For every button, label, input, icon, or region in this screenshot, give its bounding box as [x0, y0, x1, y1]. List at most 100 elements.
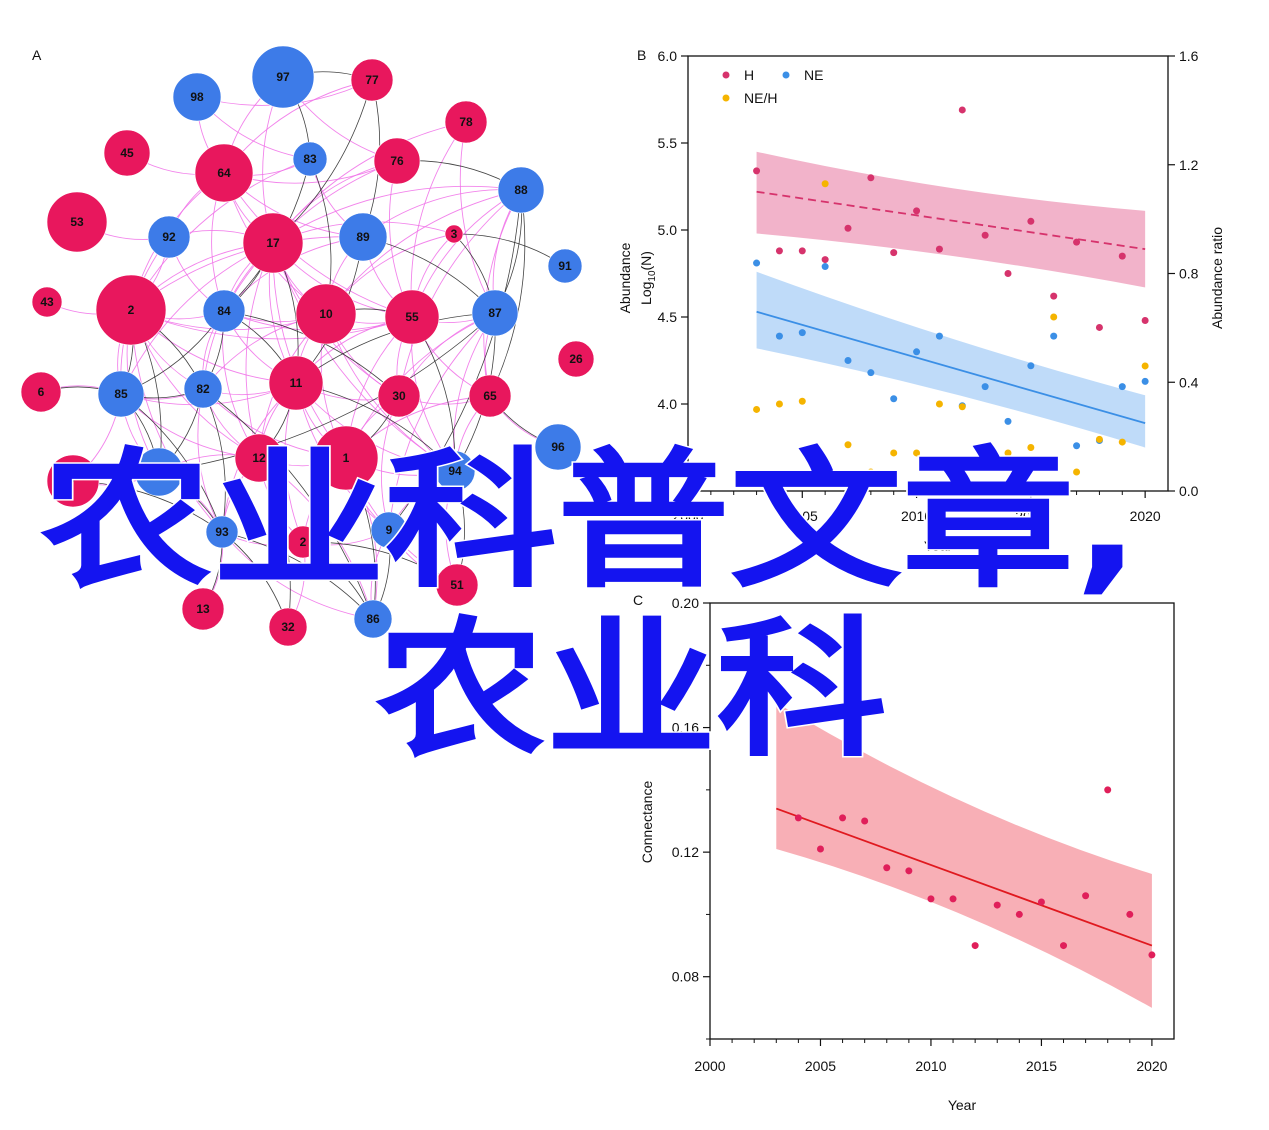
point-ne-h	[981, 460, 989, 468]
network-node-circle	[234, 433, 284, 483]
network-node-label: 82	[196, 382, 210, 396]
network-node-circle	[46, 454, 100, 508]
point-ne	[1118, 383, 1126, 391]
y-tick-label: 0.08	[672, 969, 699, 985]
point-ne-h	[1095, 435, 1103, 443]
panel-b-trend-lines	[756, 190, 1146, 425]
point-connectance	[927, 895, 935, 903]
chart-panel-c: C 2000 2005 2010 2015 2020 0.08 0.12 0.16 0.20 C…	[633, 592, 1175, 1113]
network-node: 11	[268, 355, 324, 411]
network-node: 82	[183, 369, 223, 409]
point-ne	[844, 357, 852, 364]
network-node-circle	[444, 224, 464, 244]
network-edge	[398, 189, 522, 397]
point-ne-h	[775, 400, 783, 408]
network-node-label: 91	[558, 259, 572, 273]
point-ne	[798, 329, 806, 337]
x-tick-label: 2020	[1136, 1058, 1167, 1074]
panel-b-ylabel-right: Abundance ratio	[1209, 227, 1225, 329]
network-node-circle	[31, 286, 63, 318]
network-node-circle	[534, 423, 582, 471]
network-edge	[223, 172, 413, 318]
network-node-label: 86	[366, 612, 380, 626]
network-edge	[388, 189, 522, 531]
network-node: 17	[242, 212, 304, 274]
legend-label: NE	[804, 67, 823, 83]
network-node-label: 17	[266, 236, 280, 250]
point-ne-h	[1004, 449, 1012, 457]
y-tick-label: 0.16	[672, 720, 699, 736]
point-ne-h	[844, 441, 852, 449]
network-edge	[362, 189, 522, 238]
network-node-label: 65	[483, 389, 497, 403]
network-node-label: 84	[217, 304, 231, 318]
network-node-circle	[205, 515, 239, 549]
network-node-label: 12	[252, 451, 266, 465]
network-node-label: 51	[450, 578, 464, 592]
panel-c-ylabel: Connectance	[639, 781, 655, 864]
network-edge	[130, 309, 413, 340]
network-node-circle	[194, 143, 254, 203]
network-node: 87	[471, 289, 519, 337]
panel-b-points	[753, 106, 1149, 476]
point-connectance	[1126, 910, 1134, 918]
network-node-label: 10	[319, 307, 333, 321]
network-node-label: 97	[276, 70, 290, 84]
network-node-circle	[183, 369, 223, 409]
network-node: 51	[435, 563, 479, 607]
x-tick-label: 2010	[915, 1058, 946, 1074]
network-node: 76	[373, 137, 421, 185]
network-node-circle	[286, 525, 320, 559]
y-right-tick-label: 0.0	[1179, 483, 1199, 499]
network-node-circle	[353, 599, 393, 639]
network-node-circle	[444, 100, 488, 144]
network-node: 55	[384, 289, 440, 345]
network-node: 93	[205, 515, 239, 549]
point-ne	[1141, 377, 1149, 385]
network-edge	[223, 160, 398, 312]
network-node-circle	[350, 58, 394, 102]
point-ne-h	[935, 400, 943, 408]
network-node-label: 77	[365, 73, 379, 87]
point-ne	[775, 332, 783, 340]
network-node-label: 2	[128, 303, 135, 317]
point-ne	[981, 383, 989, 391]
network-node-circle	[95, 274, 167, 346]
network-node-label: 76	[390, 154, 404, 168]
network-node-circle	[338, 212, 388, 262]
panel-c-frame	[709, 602, 1175, 1040]
y-tick-label: 0.20	[672, 595, 699, 611]
network-node-label: 32	[281, 620, 295, 634]
network-node: 43	[31, 286, 63, 318]
point-ne-h	[1141, 362, 1149, 370]
point-h	[1141, 316, 1149, 324]
network-node-circle	[181, 587, 225, 631]
network-node-circle	[557, 340, 595, 378]
network-node: 92	[147, 215, 191, 259]
x-tick-label: 2005	[805, 1058, 836, 1074]
network-node-label: 96	[551, 440, 565, 454]
point-connectance	[1148, 951, 1156, 959]
point-connectance	[1037, 898, 1045, 906]
point-connectance	[839, 814, 847, 822]
point-h	[1073, 238, 1081, 246]
point-connectance	[772, 621, 780, 629]
network-node-label: 83	[303, 152, 317, 166]
network-node: 6	[20, 371, 62, 413]
panel-b-legend: H NE NE/H	[722, 67, 823, 106]
point-ne-h	[958, 403, 966, 411]
point-ne-h	[1050, 313, 1058, 321]
panel-b-letter: B	[637, 47, 646, 63]
point-h	[867, 174, 875, 182]
x-tick-label: 2015	[1026, 1058, 1057, 1074]
network-node: 2	[95, 274, 167, 346]
network-node: 26	[557, 340, 595, 378]
network-node-circle	[46, 191, 108, 253]
x-tick-label: 2010	[901, 508, 932, 524]
panel-b-axes: 2000 2005 2010 2015 2020 4.0 4.5 5.0 5.5 6.0 0.0 0.…	[658, 48, 1199, 524]
network-node-label: 7	[70, 474, 77, 488]
point-connectance	[816, 845, 824, 853]
point-connectance	[883, 864, 891, 872]
network-node: 94	[434, 450, 476, 492]
